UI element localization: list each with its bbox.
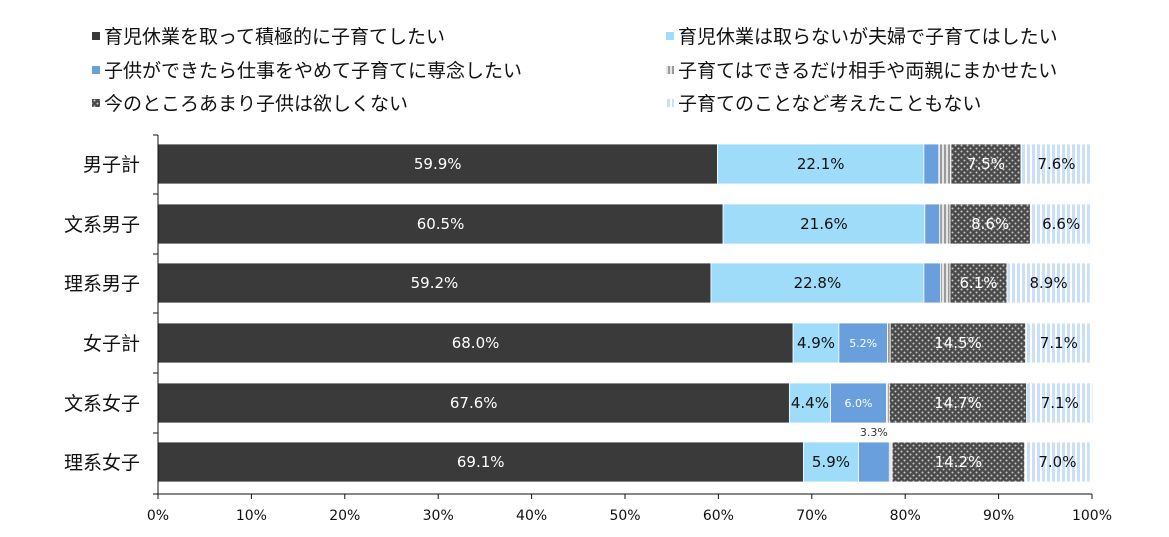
legend-swatch-2 [666,32,674,40]
bar-segment-6-3 [1006,262,1091,304]
data-label-6-2: 6.6% [1042,215,1080,233]
bar-segment-4-2 [939,203,951,245]
bar-segment-1-1 [157,143,718,185]
x-tick-label-7: 60% [703,508,734,524]
bar-segment-6-5 [1026,382,1094,424]
bar-segment-4-3 [940,262,951,304]
category-label-1: 男子計 [83,154,140,176]
data-label-1-2: 60.5% [417,215,465,233]
category-label-4: 女子計 [83,333,140,355]
x-tick-label-11: 100% [1072,508,1112,524]
data-label-1-3: 59.2% [411,274,459,292]
data-label-2-1: 22.1% [797,155,845,173]
legend-swatch-1 [92,32,100,40]
x-tick-label-2: 10% [236,508,267,524]
data-label-5-2: 8.6% [971,215,1009,233]
legend: 育児休業を取って積極的に子育てしたい 育児休業は取らないが夫婦で子育てはしたい子供… [92,26,1058,115]
bar-segment-3-1 [923,143,940,185]
bar-segment-6-4 [1025,322,1093,364]
bar-segment-4-1 [938,143,952,185]
data-label-1-4: 68.0% [452,334,500,352]
legend-label-6: 子育てのことなど考えたこともない [678,93,981,115]
category-label-5: 文系女子 [64,393,140,415]
x-tick-label-3: 20% [329,508,360,524]
category-label-6: 理系女子 [64,452,140,474]
bar-segment-5-6 [891,441,1026,483]
bar-segment-1-6 [157,441,804,483]
legend-label-5: 今のところあまり子供は欲しくない [104,93,408,115]
data-label-6-5: 7.1% [1041,394,1079,412]
bar-segment-3-3 [923,262,942,304]
data-label-6-6: 7.0% [1038,453,1076,471]
bar-segment-2-5 [788,382,831,424]
data-label-1-6: 69.1% [457,453,505,471]
data-label-5-4: 14.5% [934,334,982,352]
data-label-3-5: 6.0% [845,397,873,410]
legend-label-4: 子育てはできるだけ相手や両親にまかせたい [678,60,1057,82]
bar-segment-3-2 [924,203,941,245]
data-label-6-1: 7.6% [1037,155,1075,173]
data-label-6-4: 7.1% [1040,334,1078,352]
data-label-2-6: 5.9% [812,453,850,471]
bar-segment-2-1 [717,143,925,185]
bar-segment-1-4 [157,322,794,364]
legend-swatch-5 [92,99,100,107]
bar-segment-5-5 [888,382,1028,424]
bar-segment-2-4 [792,322,840,364]
data-label-6-3: 8.9% [1030,274,1068,292]
category-label-2: 文系男子 [64,214,140,236]
data-label-3-6: 3.3% [860,426,888,439]
x-tick-label-6: 50% [609,508,640,524]
bar-segment-5-1 [950,143,1022,185]
bar-segment-3-5 [830,382,887,424]
plot-area: 59.9% 22.1% 7.5% 7.6% 60.5% 21.6% 8.6% 6.6% 59.2… [157,143,1094,483]
data-label-5-3: 6.1% [959,274,997,292]
x-tick-label-5: 40% [516,508,547,524]
legend-swatch-3 [92,66,100,74]
data-label-3-4: 5.2% [849,337,877,350]
bar-segment-5-4 [889,322,1027,364]
bar-segment-4-6 [888,441,893,483]
data-label-5-6: 14.2% [935,453,983,471]
data-label-5-1: 7.5% [967,155,1005,173]
bar-segment-2-2 [722,203,926,245]
bar-segment-6-1 [1020,143,1093,185]
data-label-1-5: 67.6% [450,394,498,412]
legend-swatch-6 [666,99,674,107]
data-label-2-3: 22.8% [794,274,842,292]
x-tick-label-4: 30% [423,508,454,524]
bar-segment-5-2 [949,203,1031,245]
x-tick-label-10: 90% [983,508,1014,524]
category-label-3: 理系男子 [64,273,140,295]
legend-label-3: 子供ができたら仕事をやめて子育てに専念したい [104,59,522,82]
data-label-2-2: 21.6% [800,215,848,233]
x-tick-label-9: 80% [890,508,921,524]
data-label-5-5: 14.7% [934,394,982,412]
legend-label-1: 育児休業を取って積極的に子育てしたい [104,26,445,48]
bar-segment-6-6 [1024,441,1091,483]
bar-segment-4-4 [887,322,891,364]
data-label-2-4: 4.9% [797,334,835,352]
legend-swatch-4 [666,66,674,74]
data-label-2-5: 4.4% [791,394,829,412]
x-axis: 0% 10% 20% 30% 40% 50% 60% 70% 80% 90% 100% [147,493,1112,524]
bar-segment-6-2 [1029,203,1093,245]
bar-segment-4-5 [886,382,890,424]
bar-segment-3-6 [858,441,890,483]
legend-label-2: 育児休業は取らないが夫婦で子育てはしたい [678,26,1058,48]
x-tick-label-8: 70% [796,508,827,524]
bar-segment-2-3 [710,262,925,304]
x-tick-label-1: 0% [147,508,169,524]
data-label-1-1: 59.9% [414,155,462,173]
bar-segment-1-2 [157,203,724,245]
